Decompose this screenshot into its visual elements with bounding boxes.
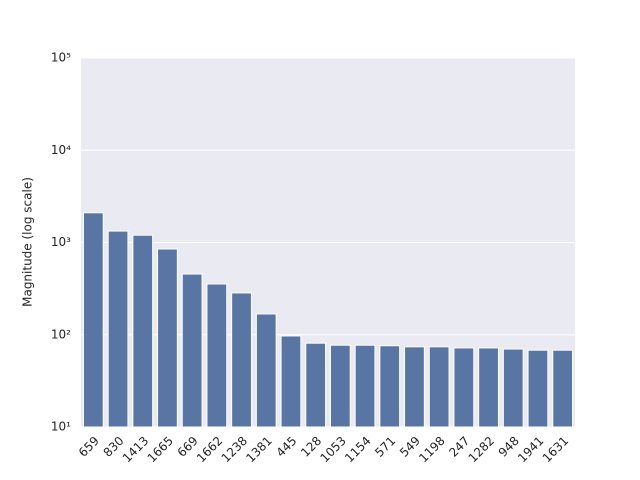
x-tick-label: 1238: [219, 434, 250, 465]
bar: [478, 347, 499, 428]
x-tick-label: 1154: [342, 434, 373, 465]
x-tick-label: 1662: [194, 434, 225, 465]
x-tick-label: 1053: [317, 434, 348, 465]
y-tick-label: 10²: [51, 327, 71, 341]
bar: [181, 273, 203, 428]
bar: [231, 292, 252, 428]
bar: [404, 346, 425, 428]
x-tick-label: 571: [372, 434, 398, 460]
x-tick-label: 1665: [145, 434, 176, 465]
x-tick-label: 1381: [243, 434, 274, 465]
x-tick-label: 1413: [120, 434, 151, 465]
x-tick-label: 1282: [466, 434, 497, 465]
bar: [527, 349, 549, 428]
bar: [305, 342, 327, 428]
bar: [329, 344, 351, 428]
bar: [354, 344, 376, 428]
bar: [280, 335, 302, 428]
y-tick-label: 10¹: [51, 420, 71, 434]
x-tick-label: 1198: [416, 434, 447, 465]
bar: [206, 283, 228, 428]
y-tick-label: 10³: [51, 235, 71, 249]
x-tick-label: 659: [76, 434, 102, 460]
bar: [255, 313, 277, 428]
x-tick-label: 1631: [540, 434, 571, 465]
bar: [379, 345, 401, 428]
y-tick-label: 10⁴: [51, 143, 71, 157]
y-axis-label: Magnitude (log scale): [21, 177, 35, 307]
x-tick-label: 1941: [515, 434, 546, 465]
bar: [132, 234, 154, 428]
x-tick-label: 445: [273, 434, 299, 460]
bar: [107, 230, 129, 428]
bar: [82, 212, 104, 428]
bar: [157, 248, 178, 428]
bar: [552, 349, 574, 428]
bar: [502, 348, 524, 428]
bar: [453, 347, 475, 428]
bar: [428, 346, 450, 428]
y-tick-label: 10⁵: [51, 51, 71, 65]
